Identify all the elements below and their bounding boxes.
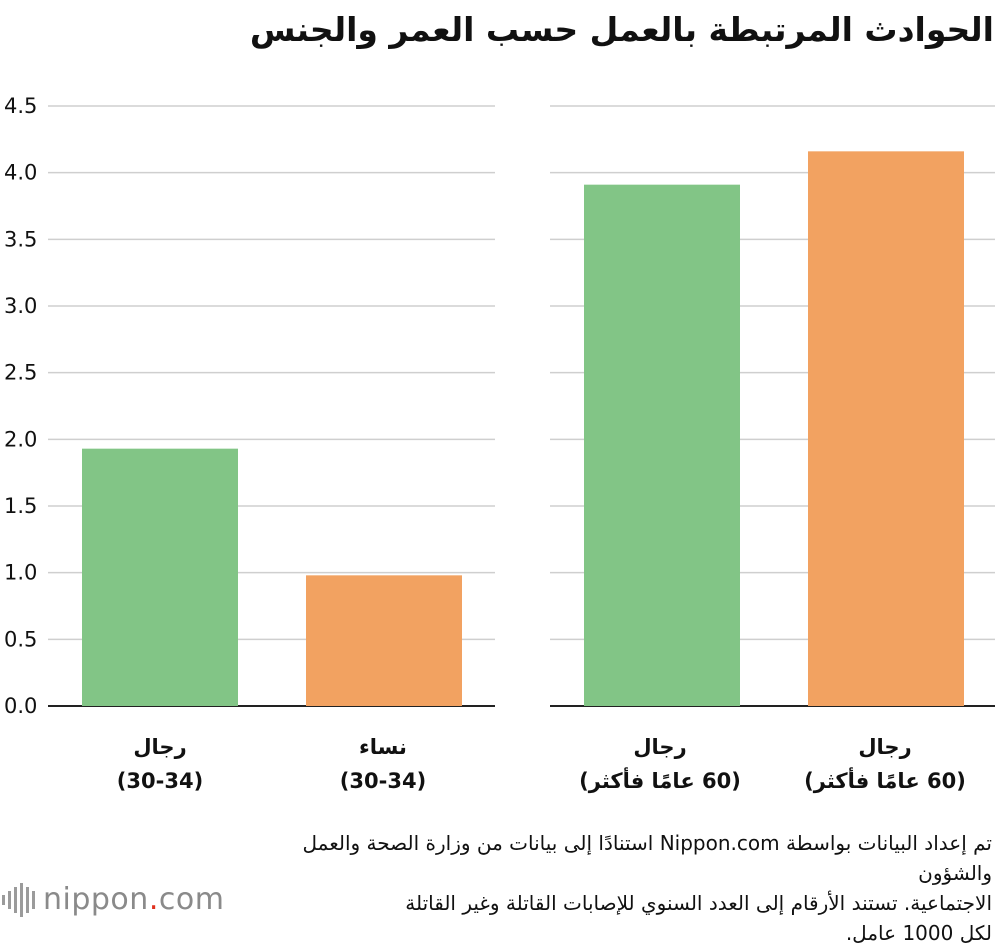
logo-bars-icon — [2, 882, 35, 917]
nippon-logo: nippon.com — [2, 882, 224, 917]
logo-dot: . — [148, 882, 159, 917]
logo-name: nippon — [43, 882, 149, 917]
y-tick-label-0: 0.0 — [4, 694, 37, 718]
category-label-men-60-plus-b: رجال (60 عامًا فأكثر) — [804, 735, 966, 793]
source-note: تم إعداد البيانات بواسطة Nippon.com استن… — [252, 828, 993, 948]
logo-suffix: com — [158, 882, 225, 917]
y-tick-label-5: 2.5 — [4, 361, 37, 385]
category-label-women-30-34: نساء (30-34) — [339, 735, 427, 793]
y-tick-label-2: 1.0 — [4, 561, 37, 585]
chart-title: الحوادث المرتبطة بالعمل حسب العمر والجنس — [249, 10, 994, 49]
source-line-2: الاجتماعية. تستند الأرقام إلى العدد السن… — [405, 891, 992, 915]
y-tick-label-1: 0.5 — [4, 627, 37, 651]
y-tick-label-4: 2.0 — [4, 427, 37, 451]
bar-1-0 — [584, 184, 740, 707]
y-tick-label-6: 3.0 — [4, 294, 37, 318]
y-tick-label-9: 4.5 — [4, 94, 37, 118]
category-label-men-60-plus-a: رجال (60 عامًا فأكثر) — [579, 735, 741, 793]
bar-0-1 — [306, 575, 462, 706]
bar-0-0 — [82, 448, 238, 706]
source-line-3: لكل 1000 عامل. — [845, 921, 992, 945]
category-label-men-30-34: رجال (30-34) — [116, 735, 204, 793]
bar-1-1 — [808, 151, 964, 706]
source-line-1: تم إعداد البيانات بواسطة Nippon.com استن… — [302, 831, 993, 885]
y-tick-label-3: 1.5 — [4, 494, 37, 518]
y-tick-label-7: 3.5 — [4, 227, 37, 251]
y-tick-label-8: 4.0 — [4, 161, 37, 185]
bar-chart: 0.0 0.5 1.0 1.5 2.0 2.5 3.0 3.5 4.0 4.5 — [4, 94, 995, 718]
